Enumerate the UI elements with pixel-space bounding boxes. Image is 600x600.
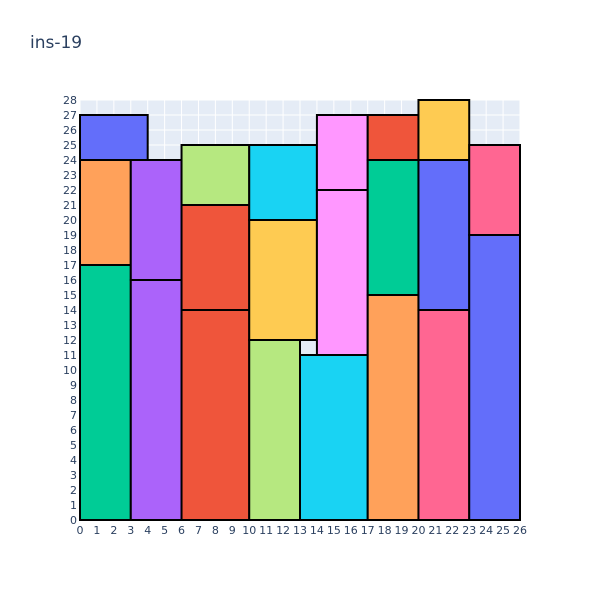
bar-rect-14 bbox=[315, 114, 369, 191]
x-tick-label: 15 bbox=[327, 524, 341, 537]
bar-rect-16 bbox=[366, 159, 420, 296]
x-tick-label: 0 bbox=[77, 524, 84, 537]
x-tick-label: 24 bbox=[479, 524, 493, 537]
x-tick-label: 20 bbox=[411, 524, 425, 537]
x-tick-label: 23 bbox=[462, 524, 476, 537]
y-tick-label: 20 bbox=[63, 214, 77, 227]
bar-rect-7 bbox=[180, 204, 251, 311]
y-tick-label: 9 bbox=[70, 379, 77, 392]
bar-rect-22 bbox=[468, 144, 522, 236]
y-tick-label: 19 bbox=[63, 229, 77, 242]
bar-rect-10 bbox=[248, 219, 318, 341]
y-tick-label: 1 bbox=[70, 499, 77, 512]
x-tick-label: 26 bbox=[513, 524, 527, 537]
y-tick-label: 8 bbox=[70, 394, 77, 407]
y-tick-label: 2 bbox=[70, 484, 77, 497]
x-tick-label: 2 bbox=[110, 524, 117, 537]
y-tick-label: 4 bbox=[70, 454, 77, 467]
bar-rect-20 bbox=[417, 99, 471, 161]
bar-rect-11 bbox=[248, 144, 318, 221]
y-tick-label: 10 bbox=[63, 364, 77, 377]
bar-rectangles bbox=[79, 99, 522, 521]
y-tick-label: 16 bbox=[63, 274, 77, 287]
bar-rect-13 bbox=[315, 189, 369, 356]
y-tick-label: 11 bbox=[63, 349, 77, 362]
bar-rect-19 bbox=[417, 159, 471, 311]
x-tick-label: 13 bbox=[293, 524, 307, 537]
y-axis-tick-labels: 0123456789101112131415161718192021222324… bbox=[63, 94, 77, 527]
y-tick-label: 23 bbox=[63, 169, 77, 182]
y-tick-label: 25 bbox=[63, 139, 77, 152]
x-tick-label: 17 bbox=[361, 524, 375, 537]
bar-rect-3 bbox=[79, 114, 149, 161]
x-tick-label: 7 bbox=[195, 524, 202, 537]
x-tick-label: 14 bbox=[310, 524, 324, 537]
x-tick-label: 11 bbox=[259, 524, 273, 537]
bar-rect-15 bbox=[366, 294, 420, 521]
x-tick-label: 4 bbox=[144, 524, 151, 537]
x-tick-label: 3 bbox=[127, 524, 134, 537]
bar-rect-5 bbox=[129, 159, 183, 281]
y-tick-label: 26 bbox=[63, 124, 77, 137]
x-tick-label: 6 bbox=[178, 524, 185, 537]
x-tick-label: 5 bbox=[161, 524, 168, 537]
y-tick-label: 14 bbox=[63, 304, 77, 317]
y-tick-label: 12 bbox=[63, 334, 77, 347]
bar-rect-9 bbox=[248, 339, 302, 521]
y-tick-label: 3 bbox=[70, 469, 77, 482]
bar-rect-21 bbox=[468, 234, 522, 521]
x-tick-label: 16 bbox=[344, 524, 358, 537]
y-tick-label: 17 bbox=[63, 259, 77, 272]
y-tick-label: 0 bbox=[70, 514, 77, 527]
y-tick-label: 13 bbox=[63, 319, 77, 332]
y-tick-label: 22 bbox=[63, 184, 77, 197]
x-tick-label: 18 bbox=[378, 524, 392, 537]
y-tick-label: 18 bbox=[63, 244, 77, 257]
bar-rect-6 bbox=[180, 309, 251, 521]
bar-rect-4 bbox=[129, 279, 183, 521]
y-tick-label: 21 bbox=[63, 199, 77, 212]
y-tick-label: 5 bbox=[70, 439, 77, 452]
bar-rect-12 bbox=[299, 354, 369, 521]
x-axis-tick-labels: 0 1 2 3 4 5 6 7 8 9 10 11 12 13 14 15 16 17 18 19 20 21 22 23 24… bbox=[77, 524, 528, 537]
y-tick-label: 27 bbox=[63, 109, 77, 122]
x-tick-label: 25 bbox=[496, 524, 510, 537]
bar-rect-2 bbox=[79, 159, 132, 266]
x-tick-label: 9 bbox=[229, 524, 236, 537]
bar-rect-1 bbox=[79, 264, 132, 521]
x-tick-label: 22 bbox=[445, 524, 459, 537]
x-tick-label: 12 bbox=[276, 524, 290, 537]
bar-rect-18 bbox=[417, 309, 471, 521]
bar-rect-17 bbox=[366, 114, 420, 161]
chart-title: ins-19 bbox=[30, 33, 83, 53]
x-tick-label: 21 bbox=[428, 524, 442, 537]
bar-rect-8 bbox=[180, 144, 251, 206]
y-tick-label: 7 bbox=[70, 409, 77, 422]
x-tick-label: 8 bbox=[212, 524, 219, 537]
y-tick-label: 15 bbox=[63, 289, 77, 302]
x-tick-label: 19 bbox=[395, 524, 409, 537]
y-tick-label: 24 bbox=[63, 154, 77, 167]
x-tick-label: 1 bbox=[93, 524, 100, 537]
y-tick-label: 28 bbox=[63, 94, 77, 107]
y-tick-label: 6 bbox=[70, 424, 77, 437]
x-tick-label: 10 bbox=[242, 524, 256, 537]
